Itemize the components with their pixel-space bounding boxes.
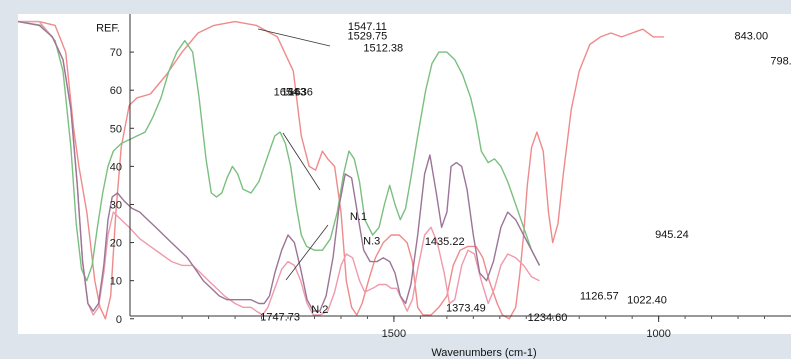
y-tick-label: 30	[110, 199, 122, 211]
peak-annotation: 1547.11	[348, 21, 387, 33]
y-tick-label: 0	[116, 314, 122, 326]
peak-annotation: 798.6	[770, 56, 791, 68]
annotation-leader-line	[282, 132, 321, 191]
peak-annotation: 1373.49	[446, 303, 486, 315]
peak-annotation: N.1	[350, 211, 367, 223]
y-tick-label: 50	[110, 123, 122, 135]
axis-layer: 0 10 20 30 40 50 60 70 1500 1000	[110, 14, 791, 340]
y-tick-label: 40	[110, 161, 122, 173]
x-tick-label: 1000	[646, 328, 670, 340]
y-tick-label: 70	[110, 47, 122, 59]
peak-annotation: 1529.75	[348, 30, 388, 42]
peak-annotation: 1747.73	[260, 312, 300, 324]
series-line-n-2	[18, 20, 540, 316]
peak-annotation: 1234.60	[528, 312, 568, 324]
peak-annotation: 945.24	[655, 229, 689, 241]
peak-annotation: 1126.57	[580, 291, 619, 303]
peak-annotation: N.2	[311, 304, 328, 316]
peak-annotation: 1435.22	[425, 236, 465, 248]
peak-annotation: 1636	[288, 86, 312, 98]
peak-annotation: 1643	[282, 86, 306, 98]
series-layer	[18, 20, 664, 320]
annotation-leader-line	[285, 224, 329, 281]
annotation-leader-line	[257, 28, 331, 47]
peak-annotation: 1022.40	[627, 294, 667, 306]
y-tick-label: 60	[110, 85, 122, 97]
y-tick-label: 10	[110, 276, 122, 288]
y-tick-label: 20	[110, 238, 122, 250]
series-line-ref	[18, 20, 664, 320]
x-axis-label: Wavenumbers (cm-1)	[431, 347, 536, 359]
peak-annotation: 843.00	[734, 31, 768, 43]
series-line-n-3	[18, 20, 541, 312]
peak-annotation: 1654	[274, 86, 298, 98]
x-tick-label: 1500	[382, 328, 406, 340]
peak-annotation: REF.	[96, 22, 120, 34]
peak-annotation: N.3	[363, 235, 380, 247]
series-line-n-1	[18, 20, 541, 282]
plot-background	[18, 14, 791, 334]
peak-annotation: 1512.38	[363, 43, 403, 55]
